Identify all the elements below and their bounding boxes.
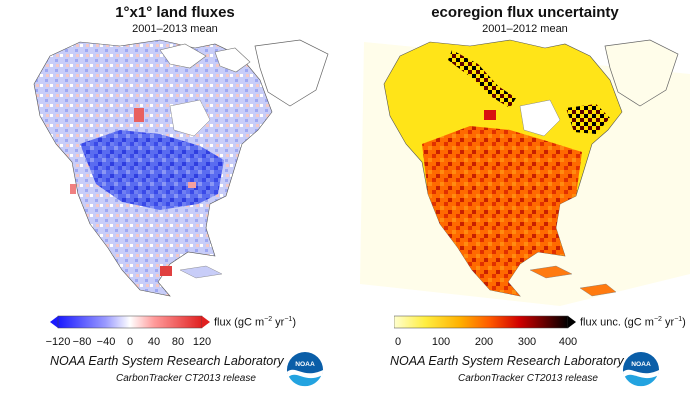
land-flux-title: 1°x1° land fluxes — [115, 4, 235, 21]
hudson-bay — [169, 99, 211, 137]
east-dark-band — [566, 104, 610, 134]
greenland-outline — [254, 39, 329, 107]
colorbar-tick: −40 — [96, 336, 116, 348]
svg-text:NOAA: NOAA — [631, 361, 651, 368]
colorbar-tick: 0 — [394, 336, 402, 348]
credit-release: CarbonTracker CT2013 release — [116, 373, 256, 384]
credit-lab-name: NOAA Earth System Research Laboratory — [50, 354, 284, 368]
colorbar-tick: 200 — [474, 336, 494, 348]
caribbean-islands — [529, 265, 617, 297]
uncertainty-map — [360, 39, 690, 306]
uncertainty-panel: ecoregion flux uncertainty 2001–2012 mea… — [350, 0, 700, 400]
land-flux-map — [33, 39, 329, 297]
land-flux-colorbar-unit: flux (gC m−2 yr−1) — [214, 316, 296, 329]
svg-text:NOAA: NOAA — [295, 361, 315, 368]
noaa-logo-icon: NOAA — [622, 351, 660, 389]
land-flux-subtitle: 2001–2013 mean — [132, 23, 218, 35]
boreal-dark-band — [448, 50, 516, 108]
colorbar-tick: 0 — [126, 336, 134, 348]
uncertainty-colorbar-unit: flux unc. (gC m−2 yr−1) — [580, 316, 686, 329]
credit-lab-name: NOAA Earth System Research Laboratory — [390, 354, 624, 368]
high-uncertainty-region — [422, 126, 582, 296]
land-flux-colorbar — [50, 315, 210, 329]
credit-release: CarbonTracker CT2013 release — [458, 373, 598, 384]
uncertainty-subtitle: 2001–2012 mean — [482, 23, 568, 35]
colorbar-tick: −120 — [45, 336, 71, 348]
colorbar-tick: 100 — [431, 336, 451, 348]
colorbar-tick: −80 — [72, 336, 92, 348]
noaa-logo-icon: NOAA — [286, 351, 324, 389]
land-flux-panel: 1°x1° land fluxes 2001–2013 mean — [33, 4, 329, 389]
hudson-bay — [519, 99, 561, 137]
colorbar-tick: 400 — [558, 336, 578, 348]
greenland-outline — [604, 39, 679, 107]
uncertainty-title: ecoregion flux uncertainty — [431, 4, 619, 21]
colorbar-tick: 40 — [147, 336, 161, 348]
caribbean-islands — [179, 265, 223, 279]
colorbar-tick: 80 — [171, 336, 185, 348]
central-sink-region — [80, 130, 224, 210]
colorbar-tick: 300 — [517, 336, 537, 348]
arctic-islands — [159, 43, 251, 73]
uncertainty-colorbar — [394, 315, 576, 329]
colorbar-tick: 120 — [192, 336, 212, 348]
